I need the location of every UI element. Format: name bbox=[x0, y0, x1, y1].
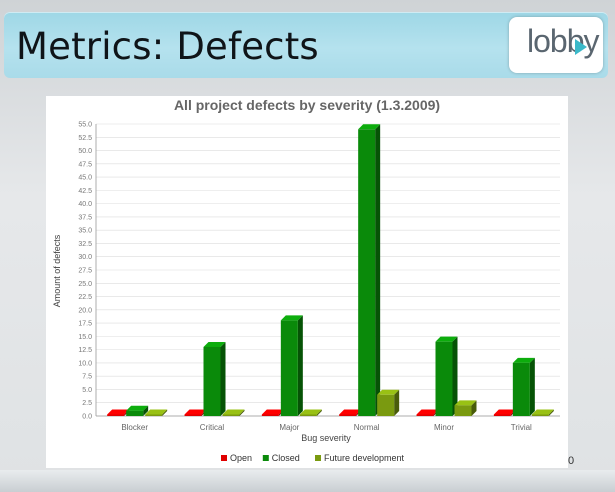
bars bbox=[107, 124, 554, 417]
y-tick-label: 35.0 bbox=[78, 228, 92, 235]
arrow-icon bbox=[575, 39, 587, 55]
lobby-logo: lobby bbox=[509, 17, 603, 73]
y-tick-label: 25.0 bbox=[78, 281, 92, 288]
bar-minor-open bbox=[416, 409, 439, 416]
bottom-strip bbox=[0, 470, 615, 492]
x-axis-label: Bug severity bbox=[301, 433, 351, 443]
legend-label: Open bbox=[230, 453, 252, 463]
y-tick-label: 32.5 bbox=[78, 241, 92, 248]
x-category-label: Blocker bbox=[121, 423, 148, 432]
y-tick-label: 20.0 bbox=[78, 307, 92, 314]
y-tick-label: 42.5 bbox=[78, 188, 92, 195]
legend-item-open: Open bbox=[221, 453, 252, 463]
y-tick-label: 37.5 bbox=[78, 214, 92, 221]
y-tick-label: 17.5 bbox=[78, 321, 92, 328]
page-number: 0 bbox=[568, 455, 575, 467]
bar-blocker-future-development bbox=[145, 409, 168, 416]
y-tick-label: 22.5 bbox=[78, 294, 92, 301]
y-tick-label: 30.0 bbox=[78, 254, 92, 261]
bar-trivial-future-development bbox=[531, 409, 554, 416]
bar-minor-future-development bbox=[454, 400, 477, 416]
slide-title-bar: Metrics: Defects lobby bbox=[4, 12, 608, 78]
bar-major-open bbox=[261, 409, 284, 416]
legend-label: Closed bbox=[272, 453, 300, 463]
y-tick-label: 27.5 bbox=[78, 268, 92, 275]
bar-major-future-development bbox=[299, 409, 322, 416]
chart-title: All project defects by severity (1.3.200… bbox=[174, 97, 440, 113]
legend-swatch bbox=[315, 455, 321, 461]
legend-item-closed: Closed bbox=[262, 453, 300, 463]
y-tick-label: 47.5 bbox=[78, 161, 92, 168]
y-tick-label: 15.0 bbox=[78, 334, 92, 341]
y-tick-label: 45.0 bbox=[78, 175, 92, 182]
bar-minor-closed bbox=[435, 336, 458, 416]
legend: Open Closed Future development bbox=[221, 453, 405, 463]
legend-label: Future development bbox=[324, 453, 405, 463]
y-tick-label: 5.0 bbox=[82, 387, 92, 394]
bar-trivial-open bbox=[493, 409, 516, 416]
grid-lines bbox=[95, 123, 560, 417]
category-labels: Blocker Critical Major Normal Minor Trivial bbox=[121, 423, 532, 432]
legend-swatch bbox=[221, 455, 227, 461]
y-tick-label: 7.5 bbox=[82, 374, 92, 381]
bar-normal-open bbox=[339, 409, 362, 416]
y-tick-label: 40.0 bbox=[78, 201, 92, 208]
defects-bar-chart: All project defects by severity (1.3.200… bbox=[52, 97, 560, 463]
bar-critical-open bbox=[184, 409, 207, 416]
legend-item-future-development: Future development bbox=[315, 453, 405, 463]
y-tick-label: 12.5 bbox=[78, 347, 92, 354]
bar-critical-closed bbox=[203, 341, 226, 416]
bar-major-closed bbox=[280, 315, 303, 416]
chart-panel: All project defects by severity (1.3.200… bbox=[46, 96, 568, 468]
legend-swatch bbox=[262, 455, 269, 461]
bar-blocker-closed bbox=[126, 405, 149, 416]
y-tick-label: 50.0 bbox=[78, 148, 92, 155]
y-tick-label: 0.0 bbox=[82, 414, 92, 421]
slide-title: Metrics: Defects bbox=[16, 25, 319, 68]
x-category-label: Major bbox=[279, 423, 299, 432]
x-category-label: Critical bbox=[200, 423, 225, 432]
bar-normal-future-development bbox=[377, 389, 400, 416]
y-axis-label: Amount of defects bbox=[52, 234, 62, 307]
y-tick-label: 10.0 bbox=[78, 360, 92, 367]
bar-critical-future-development bbox=[222, 409, 245, 416]
bar-normal-closed bbox=[358, 124, 381, 417]
y-tick-label: 52.5 bbox=[78, 135, 92, 142]
y-tick-label: 2.5 bbox=[82, 400, 92, 407]
x-category-label: Minor bbox=[434, 423, 454, 432]
y-tick-label: 55.0 bbox=[78, 122, 92, 129]
x-category-label: Normal bbox=[354, 423, 380, 432]
logo-text: lobby bbox=[527, 23, 599, 59]
bar-trivial-closed bbox=[512, 357, 535, 416]
x-category-label: Trivial bbox=[511, 423, 532, 432]
y-tick-labels: 0.0 2.5 5.0 7.5 10.0 12.5 15.0 17.5 20.0 22.5 25.0… bbox=[78, 122, 92, 421]
bar-blocker-open bbox=[107, 409, 130, 416]
